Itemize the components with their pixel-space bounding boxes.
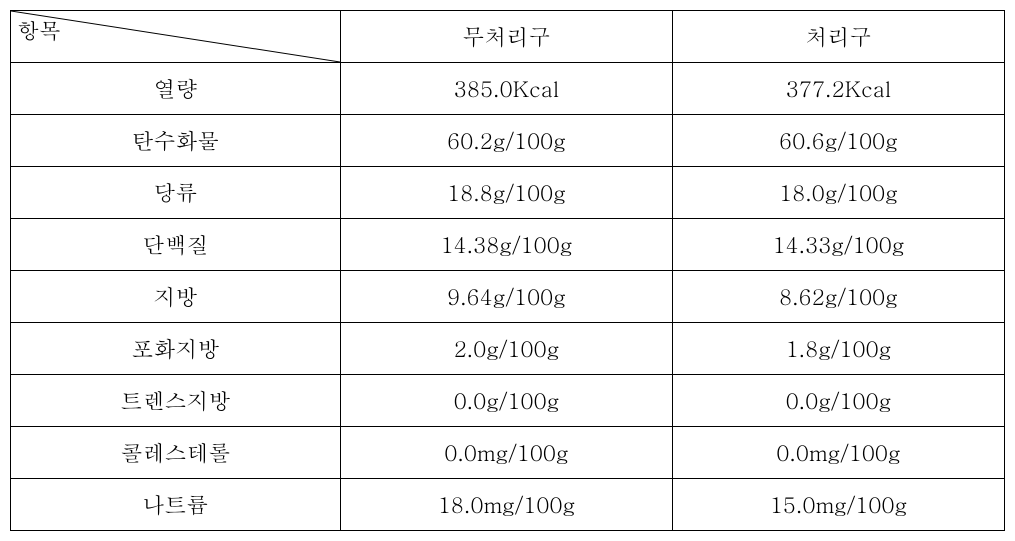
table-body: 열량 385.0Kcal 377.2Kcal 탄수화물 60.2g/100g 6… — [11, 63, 1005, 531]
untreated-cell: 14.38g/100g — [341, 219, 673, 271]
treated-cell: 60.6g/100g — [673, 115, 1005, 167]
table-row: 지방 9.64g/100g 8.62g/100g — [11, 271, 1005, 323]
treated-cell: 377.2Kcal — [673, 63, 1005, 115]
column-header-untreated: 무처리구 — [341, 11, 673, 63]
table-row: 포화지방 2.0g/100g 1.8g/100g — [11, 323, 1005, 375]
table-header-row: 항목 무처리구 처리구 — [11, 11, 1005, 63]
treated-cell: 15.0mg/100g — [673, 479, 1005, 531]
treated-cell: 1.8g/100g — [673, 323, 1005, 375]
item-cell: 콜레스테롤 — [11, 427, 341, 479]
untreated-cell: 0.0g/100g — [341, 375, 673, 427]
untreated-cell: 385.0Kcal — [341, 63, 673, 115]
table-row: 탄수화물 60.2g/100g 60.6g/100g — [11, 115, 1005, 167]
item-cell: 열량 — [11, 63, 341, 115]
table-row: 단백질 14.38g/100g 14.33g/100g — [11, 219, 1005, 271]
untreated-cell: 9.64g/100g — [341, 271, 673, 323]
table-row: 트렌스지방 0.0g/100g 0.0g/100g — [11, 375, 1005, 427]
treated-cell: 0.0g/100g — [673, 375, 1005, 427]
item-cell: 지방 — [11, 271, 341, 323]
item-cell: 당류 — [11, 167, 341, 219]
item-cell: 트렌스지방 — [11, 375, 341, 427]
item-cell: 나트륨 — [11, 479, 341, 531]
table-row: 열량 385.0Kcal 377.2Kcal — [11, 63, 1005, 115]
untreated-cell: 18.0mg/100g — [341, 479, 673, 531]
treated-cell: 0.0mg/100g — [673, 427, 1005, 479]
treated-cell: 18.0g/100g — [673, 167, 1005, 219]
treated-cell: 14.33g/100g — [673, 219, 1005, 271]
table-row: 당류 18.8g/100g 18.0g/100g — [11, 167, 1005, 219]
item-cell: 탄수화물 — [11, 115, 341, 167]
table-row: 나트륨 18.0mg/100g 15.0mg/100g — [11, 479, 1005, 531]
corner-label: 항목 — [17, 15, 61, 46]
untreated-cell: 2.0g/100g — [341, 323, 673, 375]
untreated-cell: 0.0mg/100g — [341, 427, 673, 479]
nutrition-table: 항목 무처리구 처리구 열량 385.0Kcal 377.2Kcal 탄수화물 … — [10, 10, 1005, 531]
table-row: 콜레스테롤 0.0mg/100g 0.0mg/100g — [11, 427, 1005, 479]
untreated-cell: 18.8g/100g — [341, 167, 673, 219]
item-cell: 단백질 — [11, 219, 341, 271]
treated-cell: 8.62g/100g — [673, 271, 1005, 323]
column-header-treated: 처리구 — [673, 11, 1005, 63]
item-cell: 포화지방 — [11, 323, 341, 375]
table-corner-header: 항목 — [11, 11, 341, 63]
untreated-cell: 60.2g/100g — [341, 115, 673, 167]
